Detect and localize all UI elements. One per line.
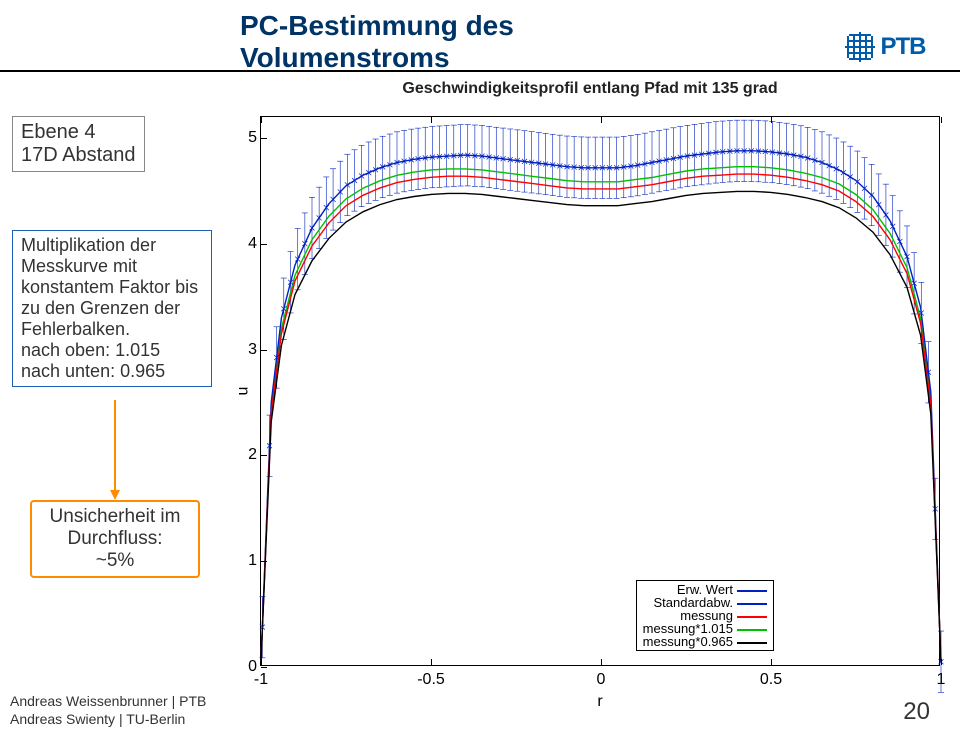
ytick-label: 5: [235, 129, 257, 147]
xtick-mark: [941, 117, 942, 123]
mult-l2: Messkurve mit: [21, 256, 203, 277]
xtick-label: -1: [254, 671, 268, 689]
ytick-label: 4: [235, 235, 257, 253]
mult-l4: zu den Grenzen der: [21, 298, 203, 319]
ytick-mark: [261, 138, 267, 139]
xtick-label: 0: [597, 671, 606, 689]
ytick-mark: [261, 350, 267, 351]
ytick-label: 2: [235, 446, 257, 464]
ebene-line1: Ebene 4: [21, 121, 136, 144]
curve-svg: [261, 117, 939, 665]
legend: Erw. WertStandardabw.messungmessung*1.01…: [636, 580, 774, 651]
ytick-label: 1: [235, 552, 257, 570]
legend-swatch: [737, 642, 767, 644]
logo-text: PTB: [881, 33, 926, 61]
page-number: 20: [903, 698, 930, 726]
xtick-mark: [431, 659, 432, 665]
ptb-logo: PTB: [830, 28, 940, 66]
chart-title: Geschwindigkeitsprofil entlang Pfad mit …: [230, 80, 950, 98]
plot-box: u r Erw. WertStandardabw.messungmessung*…: [260, 116, 940, 666]
mult-l6: nach oben: 1.015: [21, 340, 203, 361]
chart-area: Geschwindigkeitsprofil entlang Pfad mit …: [230, 80, 950, 670]
y-axis-label: u: [234, 387, 252, 396]
uns-l2: Durchfluss:: [40, 528, 190, 550]
footer-l2: Andreas Swienty | TU-Berlin: [10, 710, 206, 728]
xtick-mark: [261, 117, 262, 123]
xtick-mark: [601, 117, 602, 123]
header-divider: [0, 70, 960, 72]
xtick-label: -0.5: [417, 671, 445, 689]
multiplikation-label: Multiplikation der Messkurve mit konstan…: [12, 230, 212, 387]
ytick-mark: [261, 561, 267, 562]
uns-l3: ~5%: [40, 550, 190, 572]
ytick-mark: [261, 244, 267, 245]
xtick-mark: [601, 659, 602, 665]
xtick-label: 1: [937, 671, 946, 689]
unsicherheit-label: Unsicherheit im Durchfluss: ~5%: [30, 500, 200, 578]
ytick-mark: [261, 455, 267, 456]
legend-swatch: [737, 629, 767, 631]
mult-l1: Multiplikation der: [21, 235, 203, 256]
xtick-mark: [771, 117, 772, 123]
xtick-mark: [771, 659, 772, 665]
page-title: PC-Bestimmung des Volumenstroms: [240, 10, 720, 74]
footer-l1: Andreas Weissenbrunner | PTB: [10, 692, 206, 710]
xtick-mark: [261, 659, 262, 665]
ytick-mark: [261, 667, 267, 668]
xtick-mark: [431, 117, 432, 123]
footer: Andreas Weissenbrunner | PTB Andreas Swi…: [10, 692, 206, 728]
arrow-connector: [100, 400, 140, 500]
mult-l5: Fehlerbalken.: [21, 319, 203, 340]
legend-row: messung*0.965: [643, 635, 767, 648]
ebene-line2: 17D Abstand: [21, 144, 136, 167]
legend-swatch: [737, 616, 767, 618]
legend-label: messung*0.965: [643, 634, 733, 649]
mult-l7: nach unten: 0.965: [21, 361, 203, 382]
legend-swatch: [737, 590, 767, 592]
legend-swatch: [737, 603, 767, 605]
xtick-label: 0.5: [760, 671, 782, 689]
ytick-label: 3: [235, 341, 257, 359]
x-axis-label: r: [597, 693, 602, 711]
uns-l1: Unsicherheit im: [40, 506, 190, 528]
mult-l3: konstantem Faktor bis: [21, 277, 203, 298]
ebene-label: Ebene 4 17D Abstand: [12, 116, 145, 172]
xtick-mark: [941, 659, 942, 665]
